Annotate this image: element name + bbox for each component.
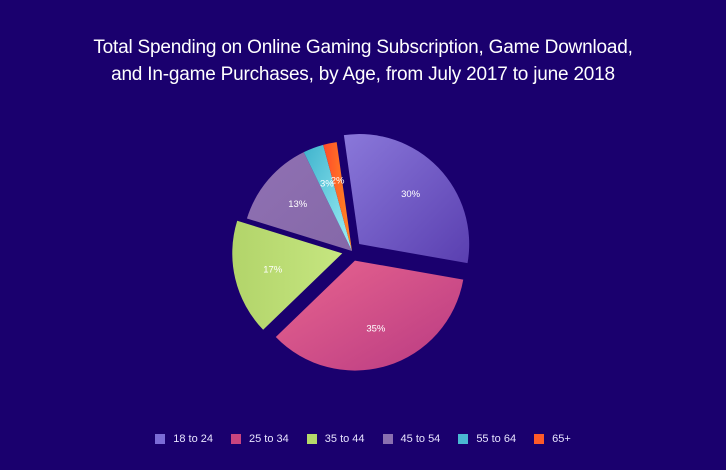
legend-swatch: [306, 434, 317, 444]
chart-title-line-2: and In-game Purchases, by Age, from July…: [111, 64, 615, 85]
chart-title: Total Spending on Online Gaming Subscrip…: [0, 34, 726, 88]
legend-item-65-plus[interactable]: 65+: [534, 433, 571, 445]
legend-label: 35 to 44: [324, 433, 365, 445]
legend-item-45-54[interactable]: 45 to 54: [382, 433, 441, 445]
pie-slice-55-64[interactable]: [303, 144, 352, 251]
legend-label: 25 to 34: [249, 433, 289, 445]
pie-slice-35-44[interactable]: [232, 220, 343, 330]
slice-label-18-24: 30%: [401, 189, 421, 200]
legend-label: 55 to 64: [476, 433, 517, 445]
pie-slice-18-24[interactable]: [343, 134, 470, 264]
legend-swatch: [458, 434, 469, 444]
pie-slice-65-plus[interactable]: [323, 142, 352, 251]
slice-label-55-64: 3%: [320, 179, 334, 190]
legend-item-35-44[interactable]: 35 to 44: [306, 433, 365, 445]
legend-label: 18 to 24: [173, 433, 214, 445]
chart-title-line-1: Total Spending on Online Gaming Subscrip…: [93, 37, 633, 58]
legend-label: 45 to 54: [400, 433, 441, 445]
legend-swatch: [231, 434, 242, 444]
legend-item-18-24[interactable]: 18 to 24: [155, 433, 213, 445]
legend-label: 65+: [552, 433, 571, 445]
slice-label-45-54: 13%: [288, 199, 308, 210]
pie-slice-25-34[interactable]: [275, 260, 464, 371]
legend-item-55-64[interactable]: 55 to 64: [458, 433, 516, 445]
slice-label-65-plus: 2%: [331, 175, 345, 186]
chart-legend: 18 to 24 25 to 34 35 to 44 45 to 54 55 t…: [0, 433, 726, 445]
slice-label-35-44: 17%: [263, 264, 283, 275]
legend-item-25-34[interactable]: 25 to 34: [231, 433, 289, 445]
pie-slice-45-54[interactable]: [246, 152, 352, 251]
slice-label-25-34: 35%: [366, 323, 386, 334]
legend-swatch: [534, 434, 545, 444]
legend-swatch: [155, 434, 166, 444]
legend-swatch: [382, 434, 393, 444]
